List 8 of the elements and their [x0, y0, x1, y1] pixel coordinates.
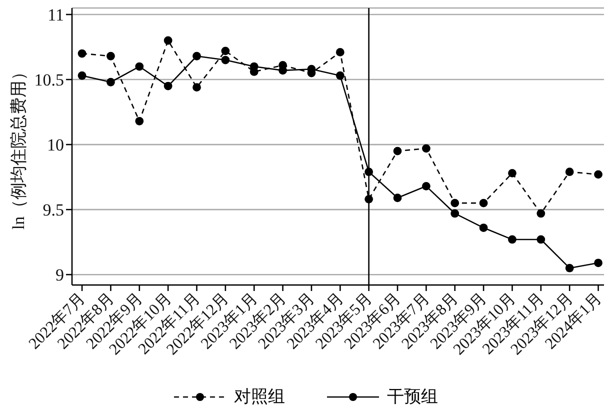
y-tick-label: 9 [56, 266, 64, 285]
y-tick-label: 10 [47, 136, 64, 155]
y-tick-label: 11 [48, 6, 64, 25]
y-tick-label: 10.5 [34, 70, 64, 90]
legend-label: 对照组 [234, 386, 285, 408]
legend-label: 干预组 [387, 386, 438, 408]
y-tick-label: 9.5 [42, 200, 64, 220]
y-axis-title: ln（例均住院总费用） [8, 63, 28, 230]
